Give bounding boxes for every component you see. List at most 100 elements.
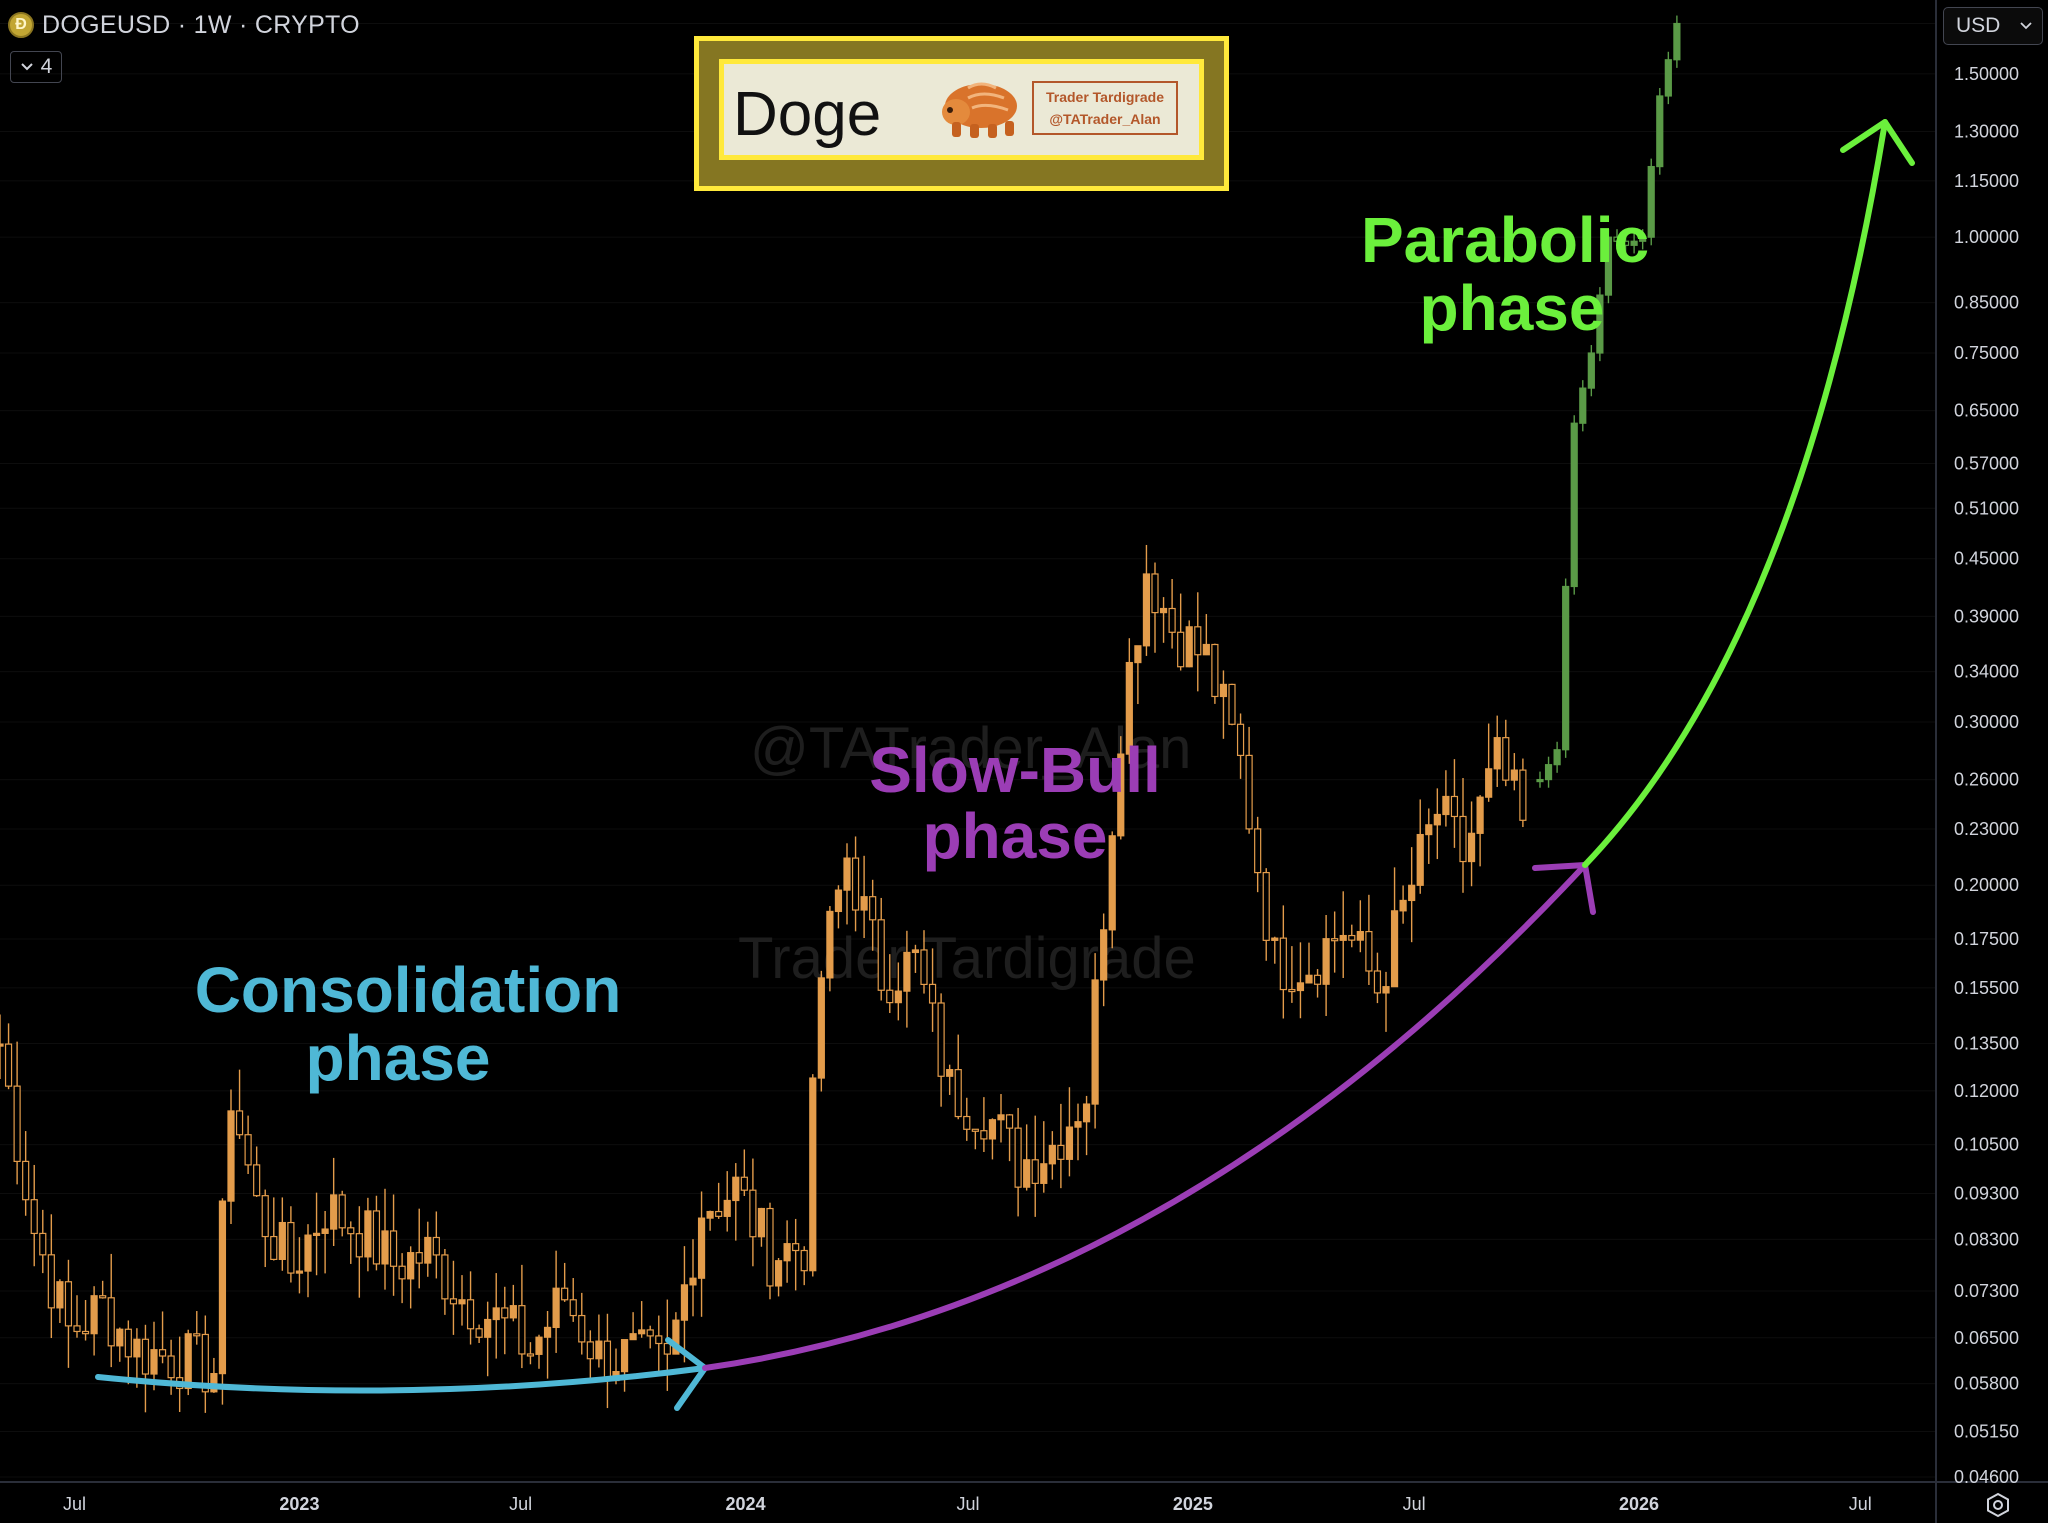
candle-body xyxy=(389,1230,398,1267)
candle-body xyxy=(1493,737,1501,770)
candle-body xyxy=(757,1207,766,1238)
candle-body xyxy=(287,1221,295,1274)
candle-body xyxy=(39,1232,47,1256)
candle-body xyxy=(1040,1163,1048,1184)
candle-body xyxy=(1005,1114,1014,1129)
price-tick-label: 0.20000 xyxy=(1954,875,2019,895)
candle-body xyxy=(1219,683,1228,698)
candle-body xyxy=(963,1115,971,1130)
candle-body xyxy=(13,1085,21,1162)
candle-body xyxy=(1151,573,1159,614)
candle-body xyxy=(150,1349,158,1375)
price-tick-label: 0.04600 xyxy=(1954,1467,2019,1487)
candle-body xyxy=(869,896,877,921)
candle-body xyxy=(518,1305,526,1355)
candle-body xyxy=(1159,607,1168,614)
time-tick-label: Jul xyxy=(1403,1494,1426,1514)
candle-body xyxy=(1647,165,1655,238)
candle-body xyxy=(723,1199,731,1217)
candle-body xyxy=(971,1128,979,1132)
candle-body xyxy=(1519,769,1527,821)
indicator-count: 4 xyxy=(40,55,53,78)
candle-body xyxy=(543,1326,552,1338)
price-tick-label: 0.57000 xyxy=(1954,454,2019,474)
candle-body xyxy=(184,1333,192,1390)
candle-body xyxy=(372,1210,381,1265)
price-tick-label: 0.39000 xyxy=(1954,606,2019,626)
candle-body xyxy=(466,1299,475,1330)
candle-body xyxy=(1194,626,1202,656)
candle-body xyxy=(1502,737,1510,781)
logo-banner: Doge Trader Tardigrade @TATrader_Alan xyxy=(694,36,1229,191)
chart-settings-button[interactable] xyxy=(1983,1490,2013,1520)
price-tick-label: 0.30000 xyxy=(1954,712,2019,732)
price-tick-label: 0.08300 xyxy=(1954,1229,2019,1249)
candle-body xyxy=(1023,1159,1031,1188)
price-tick-label: 0.23000 xyxy=(1954,819,2019,839)
candle-body xyxy=(321,1228,329,1234)
price-tick-label: 1.15000 xyxy=(1954,171,2019,191)
time-tick-label: Jul xyxy=(509,1494,532,1514)
candle-body xyxy=(1425,824,1433,836)
candle-body xyxy=(663,1342,671,1355)
consolidation-label-line2: phase xyxy=(306,1022,491,1094)
candle-body xyxy=(99,1295,107,1299)
candle-body xyxy=(997,1114,1005,1121)
candle-body xyxy=(227,1110,235,1202)
candle-body xyxy=(834,889,843,913)
candle-body xyxy=(1322,938,1330,985)
candle-body xyxy=(0,1043,4,1047)
candle-body xyxy=(1553,749,1561,766)
candle-body xyxy=(749,1189,757,1238)
currency-select[interactable]: USD xyxy=(1943,7,2043,45)
candle-body xyxy=(595,1340,603,1360)
symbol-header[interactable]: Ð DOGEUSD · 1W · CRYPTO xyxy=(8,8,360,42)
candle-body xyxy=(193,1333,201,1337)
candle-body xyxy=(706,1210,714,1219)
price-tick-label: 0.13500 xyxy=(1954,1033,2019,1053)
candle-body xyxy=(1125,661,1133,755)
candle-body xyxy=(1459,815,1467,863)
candle-body xyxy=(1348,934,1356,941)
price-tick-label: 0.85000 xyxy=(1954,293,2019,313)
price-tick-label: 0.51000 xyxy=(1954,498,2019,518)
candle-body xyxy=(1373,970,1382,994)
candle-body xyxy=(1408,884,1416,902)
candle-body xyxy=(124,1328,132,1358)
candles-layer xyxy=(0,15,1681,1413)
consolidation-curve xyxy=(95,1365,708,1394)
candle-body xyxy=(988,1119,997,1140)
candle-body xyxy=(937,1002,945,1077)
candle-body xyxy=(1536,778,1544,783)
candle-body xyxy=(407,1252,415,1280)
candle-body xyxy=(740,1176,748,1191)
candle-body xyxy=(158,1349,167,1357)
candle-body xyxy=(766,1207,774,1287)
candle-body xyxy=(792,1243,800,1252)
candle-body xyxy=(1245,754,1253,830)
candle-body xyxy=(1621,240,1630,246)
candle-body xyxy=(629,1333,637,1341)
candle-body xyxy=(903,951,911,992)
grid-lines xyxy=(0,23,1936,1478)
candle-body xyxy=(1305,974,1313,984)
candle-body xyxy=(441,1254,449,1300)
candle-body xyxy=(578,1314,586,1343)
candle-body xyxy=(1570,422,1578,588)
candle-body xyxy=(1048,1144,1056,1165)
candle-body xyxy=(458,1299,466,1305)
candle-body xyxy=(946,1069,954,1077)
candle-body xyxy=(244,1134,252,1166)
candle-body xyxy=(526,1353,535,1357)
candle-body xyxy=(1271,937,1279,941)
candle-body xyxy=(1613,236,1621,242)
candle-body xyxy=(415,1252,423,1264)
candle-body xyxy=(1202,643,1210,656)
indicator-toggle-button[interactable]: 4 xyxy=(10,51,62,83)
candle-body xyxy=(843,857,851,891)
candle-body xyxy=(911,949,920,954)
candle-body xyxy=(1673,22,1681,61)
candle-body xyxy=(1365,930,1373,972)
candle-body xyxy=(1117,753,1125,837)
